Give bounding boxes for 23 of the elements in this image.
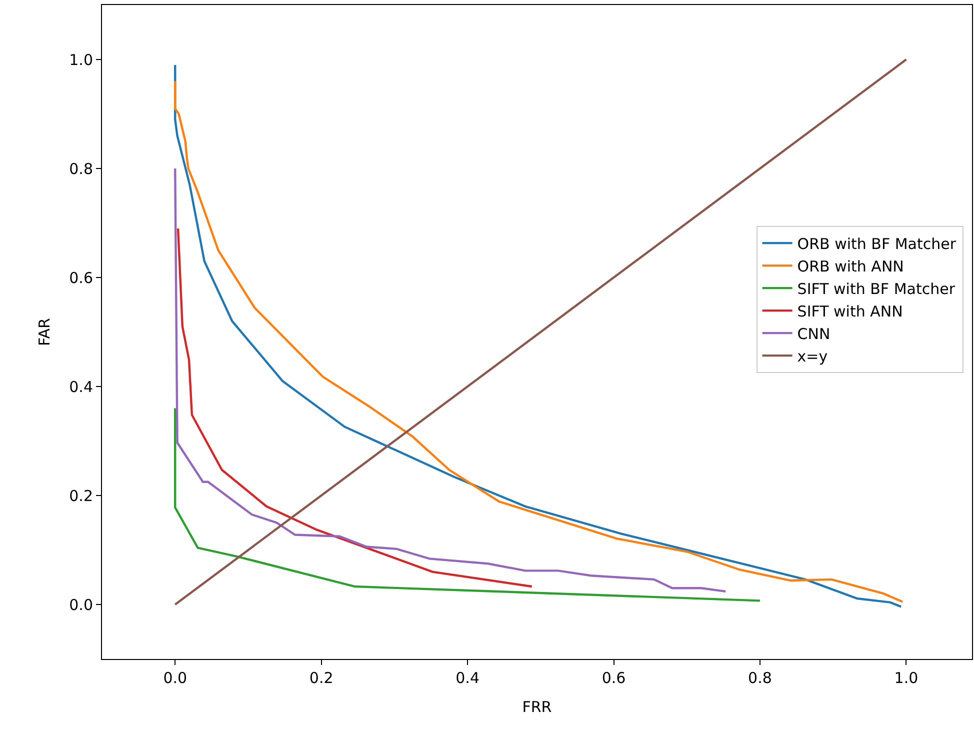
x-tick-label: 0.8 — [748, 669, 772, 687]
x-tick-label: 1.0 — [894, 669, 918, 687]
y-tick-label: 0.0 — [69, 596, 93, 614]
x-tick-label: 0.6 — [602, 669, 626, 687]
legend-label: ORB with BF Matcher — [797, 234, 957, 253]
legend-label: SIFT with BF Matcher — [797, 280, 956, 298]
y-tick-label: 0.2 — [69, 486, 93, 505]
legend-label: SIFT with ANN — [797, 302, 903, 320]
line-series — [176, 227, 533, 588]
y-tick-label: 0.6 — [69, 268, 93, 287]
x-tick-label: 0.2 — [309, 669, 334, 687]
y-axis-title: FAR — [35, 318, 54, 346]
legend-label: ORB with ANN — [797, 257, 904, 276]
y-tick-label: 0.4 — [69, 378, 93, 396]
y-tick-label: 1.0 — [69, 50, 93, 69]
x-tick-label: 0.4 — [456, 669, 480, 687]
x-tick-label: 0.0 — [163, 669, 188, 687]
line-series — [174, 407, 762, 602]
legend-label: CNN — [797, 324, 830, 343]
y-tick-label: 0.8 — [69, 160, 93, 178]
legend-label: x=y — [797, 347, 828, 366]
x-axis-title: FRR — [522, 698, 552, 716]
line-series — [174, 167, 727, 593]
